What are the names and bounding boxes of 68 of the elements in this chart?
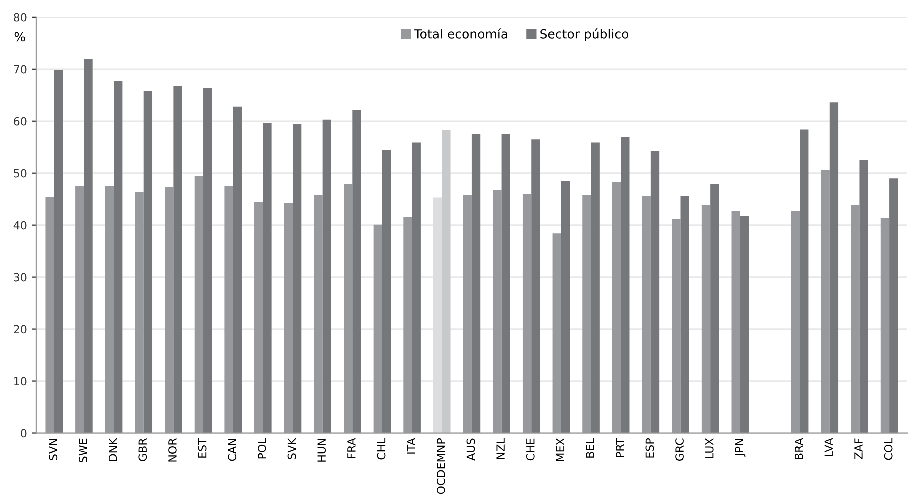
- bar: [352, 110, 362, 434]
- x-tick-label: OCDEMNP: [436, 438, 446, 494]
- x-tick-label: CAN: [228, 439, 237, 462]
- x-tick-label: FRA: [348, 438, 356, 458]
- bar: [591, 142, 600, 434]
- bar: [740, 216, 750, 434]
- bar: [54, 70, 64, 434]
- bar: [263, 122, 272, 434]
- bar: [204, 88, 212, 434]
- y-tick-label: 20: [14, 325, 27, 334]
- bar: [114, 81, 123, 434]
- x-tick-label: GBR: [138, 438, 148, 462]
- x-tick-label: SVN: [49, 439, 58, 460]
- x-tick-label: LUX: [706, 438, 714, 458]
- bar: [322, 120, 332, 434]
- bar: [561, 181, 570, 434]
- x-tick-label: JPN: [735, 439, 746, 457]
- bar: [680, 196, 690, 434]
- y-axis-title: %: [14, 32, 26, 42]
- bar: [233, 106, 242, 434]
- bar: [621, 138, 630, 434]
- bar: [532, 140, 540, 434]
- y-tick-label: 50: [14, 169, 27, 178]
- bar: [502, 134, 510, 434]
- x-tick-label: GRC: [676, 438, 684, 462]
- x-tick-label: BEL: [586, 438, 594, 458]
- y-tick-label: 0: [21, 429, 27, 438]
- x-tick-label: MEX: [556, 438, 565, 462]
- x-tick-label: CHE: [526, 438, 535, 461]
- x-tick-label: AUS: [466, 438, 476, 461]
- x-tick-label: ZAF: [854, 438, 863, 460]
- bar: [442, 130, 451, 434]
- x-tick-label: NZL: [496, 438, 505, 460]
- y-tick-label: 70: [14, 65, 27, 74]
- bar: [830, 102, 839, 434]
- bar: [710, 184, 720, 434]
- bar: [800, 130, 809, 434]
- x-tick-label: NOR: [168, 438, 177, 462]
- legend-label: Total economía: [414, 28, 508, 39]
- x-tick-label: DNK: [108, 438, 118, 462]
- bar: [292, 124, 302, 434]
- bar: [174, 86, 182, 434]
- x-tick-label: CHL: [377, 438, 386, 460]
- bar: [84, 60, 93, 434]
- bar: [890, 178, 898, 434]
- x-tick-label: BRA: [795, 438, 804, 460]
- y-tick-label: 30: [14, 273, 27, 282]
- x-tick-label: HUN: [318, 439, 326, 462]
- x-tick-label: PRT: [616, 438, 624, 458]
- x-tick-label: SWE: [79, 438, 88, 462]
- x-tick-label: POL: [258, 438, 266, 459]
- x-tick-label: LVA: [824, 438, 833, 456]
- x-tick-label: EST: [198, 438, 207, 458]
- legend-label: Sector público: [540, 28, 629, 42]
- bar: [472, 134, 481, 434]
- y-tick-label: 60: [14, 117, 27, 126]
- bar: [860, 160, 868, 434]
- y-tick-label: 80: [14, 13, 27, 22]
- x-tick-label: COL: [884, 438, 893, 460]
- bar: [382, 150, 392, 434]
- bar: [144, 91, 153, 434]
- bar: [650, 152, 660, 434]
- x-tick-label: ESP: [646, 438, 654, 458]
- x-tick-label: SVK: [288, 438, 296, 460]
- x-tick-label: ITA: [407, 438, 416, 454]
- y-tick-label: 10: [14, 377, 27, 386]
- bar: [412, 142, 421, 434]
- y-tick-label: 40: [14, 221, 27, 230]
